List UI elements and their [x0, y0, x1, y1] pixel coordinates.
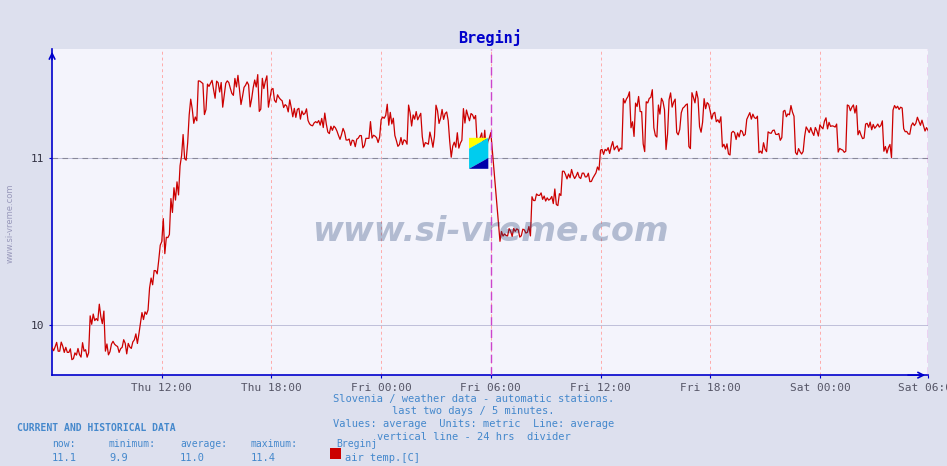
Polygon shape	[469, 138, 489, 149]
Text: 11.4: 11.4	[251, 453, 276, 463]
Text: minimum:: minimum:	[109, 439, 156, 449]
Polygon shape	[469, 138, 489, 169]
Title: Breginj: Breginj	[458, 29, 522, 47]
Text: air temp.[C]: air temp.[C]	[345, 453, 420, 463]
Polygon shape	[469, 158, 489, 169]
Text: 11.1: 11.1	[52, 453, 77, 463]
Text: Values: average  Units: metric  Line: average: Values: average Units: metric Line: aver…	[333, 419, 614, 429]
Text: vertical line - 24 hrs  divider: vertical line - 24 hrs divider	[377, 432, 570, 441]
Text: now:: now:	[52, 439, 76, 449]
Text: maximum:: maximum:	[251, 439, 298, 449]
Text: 9.9: 9.9	[109, 453, 128, 463]
Text: Slovenia / weather data - automatic stations.: Slovenia / weather data - automatic stat…	[333, 394, 614, 404]
Text: Breginj: Breginj	[336, 439, 377, 449]
Text: www.si-vreme.com: www.si-vreme.com	[6, 184, 15, 263]
Text: CURRENT AND HISTORICAL DATA: CURRENT AND HISTORICAL DATA	[17, 423, 176, 433]
Text: last two days / 5 minutes.: last two days / 5 minutes.	[392, 406, 555, 416]
Text: average:: average:	[180, 439, 227, 449]
Text: 11.0: 11.0	[180, 453, 205, 463]
Text: www.si-vreme.com: www.si-vreme.com	[312, 215, 669, 248]
